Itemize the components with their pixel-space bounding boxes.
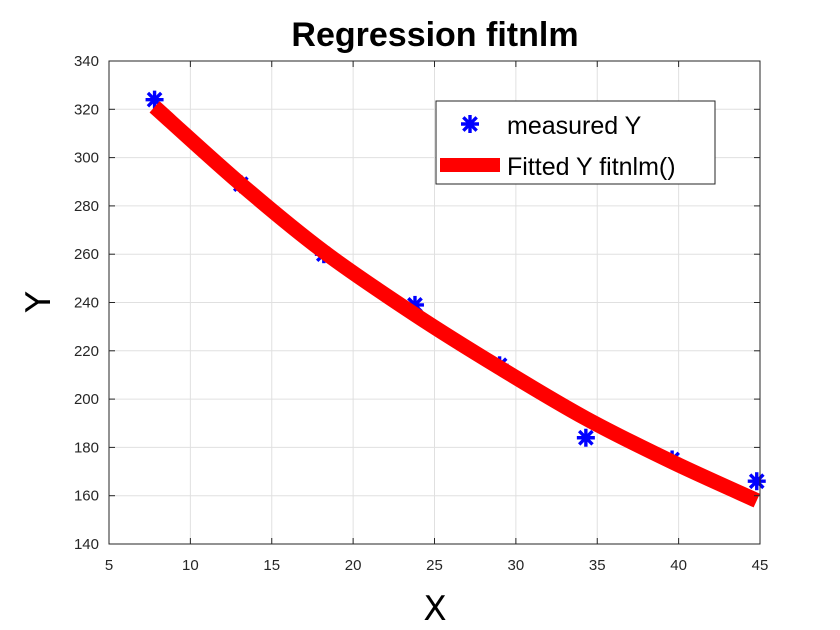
x-tick-label: 20 <box>345 557 362 574</box>
y-tick-label: 160 <box>74 488 99 505</box>
y-tick-label: 200 <box>74 391 99 408</box>
series-layer <box>145 90 766 508</box>
y-tick-label: 300 <box>74 150 99 167</box>
x-tick-label: 30 <box>508 557 525 574</box>
x-tick-label: 35 <box>589 557 606 574</box>
x-tick-label: 25 <box>426 557 443 574</box>
legend-marker-measured <box>461 115 479 133</box>
x-tick-label: 5 <box>105 557 113 574</box>
y-tick-label: 340 <box>74 53 99 70</box>
x-tick-label: 45 <box>752 557 769 574</box>
fitted-line <box>149 101 760 508</box>
legend: measured Y Fitted Y fitnlm() <box>435 100 716 185</box>
axis-ticks: 5 10 15 20 25 30 35 40 45 140 160 180 200 220 240 260 28… <box>74 53 768 574</box>
x-tick-label: 10 <box>182 557 199 574</box>
y-tick-label: 140 <box>74 536 99 553</box>
y-tick-label: 240 <box>74 295 99 312</box>
x-tick-label: 15 <box>263 557 280 574</box>
y-axis-label: Y <box>19 291 59 313</box>
data-point-measured <box>747 472 766 491</box>
y-tick-label: 280 <box>74 198 99 215</box>
x-tick-label: 40 <box>670 557 687 574</box>
y-tick-label: 180 <box>74 439 99 456</box>
y-tick-label: 220 <box>74 343 99 360</box>
y-tick-label: 320 <box>74 101 99 118</box>
legend-label-measured: measured Y <box>507 112 642 140</box>
data-point-measured <box>576 428 595 447</box>
chart-title: Regression fitnlm <box>291 16 578 54</box>
legend-label-fitted: Fitted Y fitnlm() <box>507 153 676 181</box>
x-axis-label: X <box>423 589 446 629</box>
legend-asterisk-icon <box>461 115 479 133</box>
y-tick-label: 260 <box>74 246 99 263</box>
